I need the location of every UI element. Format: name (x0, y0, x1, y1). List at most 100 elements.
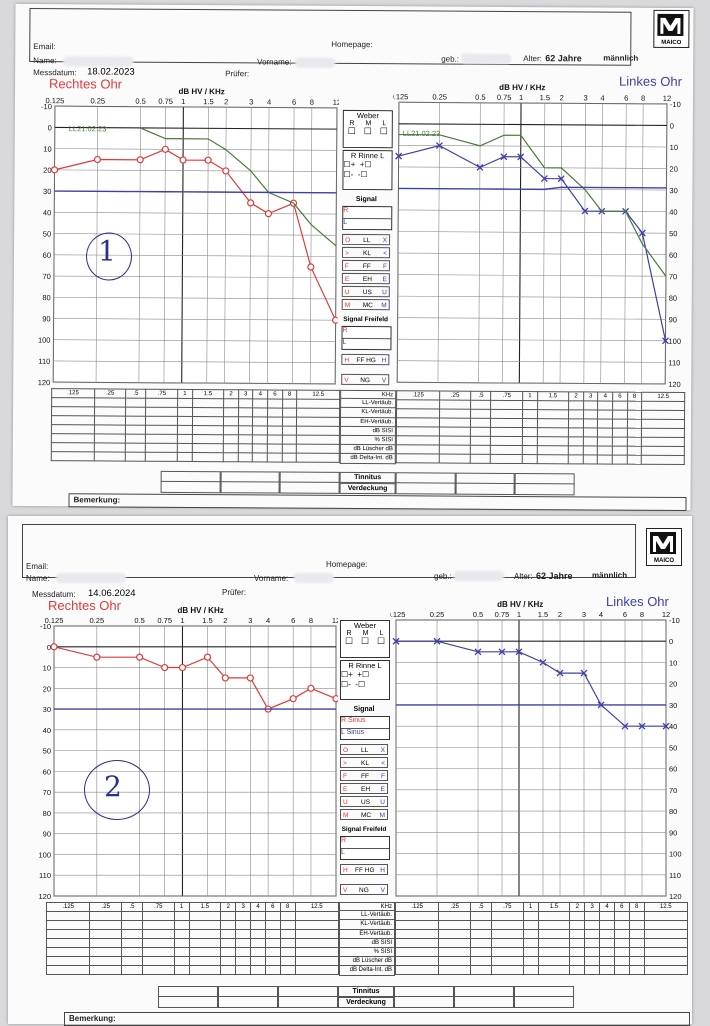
x-tick-label: 12 (663, 94, 671, 103)
y-tick-label: 60 (669, 765, 677, 774)
y-tick-label: 90 (43, 830, 51, 839)
y-tick-label: 20 (669, 680, 677, 689)
name-label: Name: (26, 574, 50, 583)
data-point (247, 199, 255, 207)
axis-title: dB HV / KHz (178, 606, 224, 615)
data-point (93, 155, 102, 164)
x-tick-label: 3 (583, 93, 587, 102)
x-tick-label: 2 (224, 97, 228, 106)
homepage-label: Homepage: (331, 39, 373, 50)
y-tick-label: 10 (670, 143, 678, 152)
legend-row: > KL < (341, 246, 391, 259)
x-tick-label: 4 (267, 97, 271, 106)
pruefer-label: Prüfer: (222, 588, 247, 597)
grid-line-x (52, 106, 56, 383)
x-tick-label: 8 (640, 610, 644, 619)
axis-title: dB HV / KHz (499, 83, 545, 92)
grid-line-y (397, 360, 666, 363)
y-tick-label: 100 (668, 337, 681, 346)
x-tick-label: 8 (309, 616, 313, 625)
grid-line-y (54, 148, 337, 151)
grid-line-x (206, 107, 209, 384)
data-point (136, 156, 144, 164)
prior-date-label: LL21.02.23 (69, 124, 107, 133)
grid-line-x (518, 103, 522, 384)
y-tick-label: -10 (40, 622, 51, 631)
y-tick-label: 40 (43, 726, 51, 735)
legend-row: > KL < (340, 757, 388, 768)
data-point (581, 207, 589, 215)
x-tick-label: 0.25 (90, 96, 105, 105)
tinnitus-label: Tinnitus (339, 471, 396, 484)
grid-line-y (54, 169, 337, 172)
grid-line-x (478, 102, 481, 383)
data-point (307, 263, 315, 271)
x-tick-label: 0.5 (475, 93, 485, 102)
y-tick-label: 100 (38, 850, 51, 859)
alter-value: 62 Jahre (536, 571, 573, 581)
messdatum-value: 14.06.2024 (88, 588, 136, 599)
data-point (178, 663, 187, 672)
data-point (435, 142, 443, 150)
legend-row-ng: V NG V (341, 373, 390, 386)
x-tick-label: 6 (624, 94, 628, 103)
results-table: .125.25.5.75 1 1.5 2 3 4 6 8 12.5.125.25.5.75 1 1.… (45, 902, 689, 982)
geb-label: geb.: (434, 572, 452, 581)
tinnitus-verdeckung-table: Tinnitus Verdeckung (158, 986, 574, 1008)
data-point (50, 166, 59, 174)
x-tick-label: 12 (332, 616, 338, 625)
masking-line (54, 190, 337, 194)
data-point (662, 722, 670, 730)
legend-row: M MC M (341, 298, 390, 311)
x-tick-label: 0.125 (45, 616, 64, 625)
data-point (264, 210, 272, 218)
rinne-box: R Rinne L ☐+ +☐ ☐- -☐ (340, 660, 390, 700)
y-tick-label: 50 (669, 229, 677, 238)
y-tick-label: 40 (43, 208, 51, 217)
redacted-name (63, 56, 134, 67)
y-tick-label: 110 (38, 357, 50, 366)
y-tick-label: 100 (669, 850, 682, 859)
data-point (662, 337, 669, 345)
patient-header-box (22, 524, 636, 578)
redacted-vorname (294, 573, 334, 583)
signal-label: Signal (353, 706, 375, 713)
plot-area (53, 625, 337, 897)
grid-line-x (559, 103, 563, 384)
x-tick-label: 1.5 (202, 616, 212, 625)
x-tick-label: 12 (333, 98, 339, 107)
data-point (498, 648, 506, 656)
left-ear-title: Linkes Ohr (606, 594, 669, 609)
vorname-label: Vorname: (257, 57, 292, 67)
y-tick-label: 80 (42, 293, 50, 302)
maico-logo: MAICO (653, 9, 690, 49)
grid-line-y (54, 212, 337, 215)
tinnitus-label: Tinnitus (338, 986, 394, 997)
y-tick-label: 80 (43, 809, 51, 818)
y-tick-label: 80 (669, 807, 677, 816)
signal-box: R Sinus L Sinus (340, 716, 390, 740)
x-tick-label: 0.25 (90, 616, 105, 625)
legend-row: U US U (341, 285, 390, 298)
data-point (204, 156, 212, 164)
right-ear-title: Rechtes Ohr (48, 598, 121, 613)
legend-row: O LL X (342, 233, 391, 246)
weber-label: Weber (354, 621, 376, 630)
x-tick-label: 4 (599, 610, 603, 619)
y-tick-label: 40 (669, 722, 677, 731)
legend-row: E EH E (340, 783, 388, 794)
data-point (476, 163, 484, 171)
grid-line-x (502, 102, 505, 383)
grid-line-x (437, 102, 440, 383)
left-ear-audiogram-2024: 0.125 0.25 0.5 0.75 1 1.5 2 3 4 6 8 12 dB HV / KHz -1… (390, 600, 682, 900)
right-ear-audiogram-2023: 0.125 0.25 0.5 0.75 1 1.5 2 3 4 6 8 12 dB HV / KHz -1… (38, 87, 340, 387)
y-tick-label: 50 (669, 743, 677, 752)
grid-line-y (397, 381, 666, 385)
y-tick-label: 40 (669, 208, 677, 217)
grid-line-y (398, 145, 667, 148)
data-point (500, 153, 508, 161)
y-tick-label: 120 (668, 380, 681, 388)
y-tick-label: 110 (39, 871, 51, 880)
data-point (580, 669, 588, 677)
